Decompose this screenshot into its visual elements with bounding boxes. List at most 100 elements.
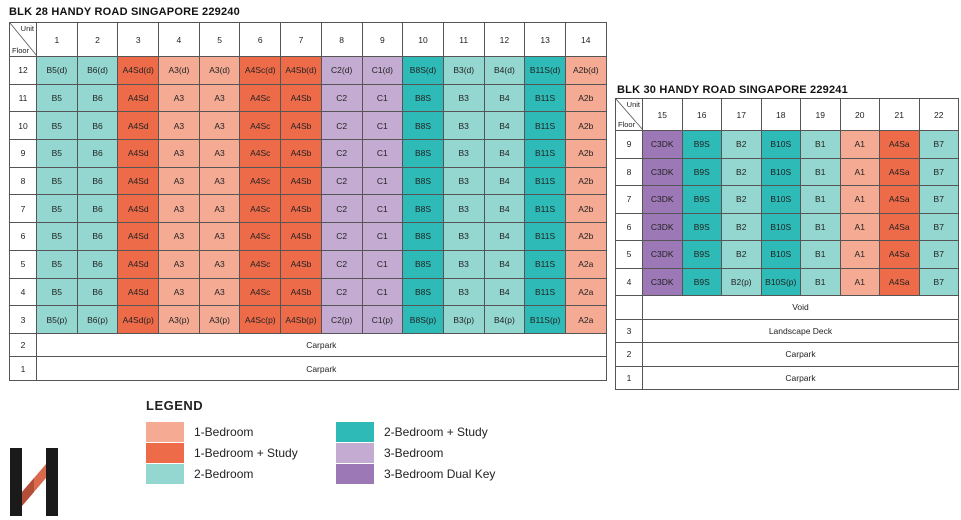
- floor-label: 10: [9, 111, 37, 141]
- unit-header: 6: [239, 22, 282, 57]
- legend-label: 1-Bedroom + Study: [194, 446, 298, 460]
- unit-cell: A4Sa: [879, 157, 920, 186]
- table-row: 5 C3DK B9S B2 B10S B1 A1 A4Sa B7: [615, 240, 959, 269]
- unit-cell: B6: [76, 249, 119, 279]
- unit-cell: A1: [839, 212, 880, 241]
- table-row: 7 B5 B6 A4Sd A3 A3 A4Sc A4Sb C2 C1 B8S B3 B4 B11S A2b: [9, 194, 607, 224]
- unit-cell: A4Sb: [280, 249, 322, 279]
- unit-cell: A3: [158, 139, 200, 168]
- unit-header: 4: [158, 22, 200, 57]
- unit-cell: B1: [800, 267, 841, 296]
- unit-cell: B7: [918, 212, 959, 241]
- legend-item: 2-Bedroom + Study: [336, 422, 488, 442]
- unit-cell: B7: [918, 130, 959, 159]
- unit-cell: B4: [483, 111, 526, 141]
- unit-cell: B8S(p): [402, 305, 444, 334]
- unit-cell: B3(p): [442, 305, 485, 334]
- unit-cell: B9S: [681, 240, 722, 269]
- floor-label: 8: [9, 166, 37, 196]
- unit-cell: C2: [320, 222, 363, 251]
- unit-cell: A4Sa: [879, 185, 920, 214]
- span-row: 1 Carpark: [615, 365, 959, 390]
- unit-cell: C3DK: [642, 130, 683, 159]
- unit-cell: A3(d): [158, 56, 200, 85]
- unit-cell: C3DK: [642, 212, 683, 241]
- unit-cell: C3DK: [642, 267, 683, 296]
- table-row: 3 B5(p) B6(p) A4Sd(p) A3(p) A3(p) A4Sc(p) A4Sb(…: [9, 305, 607, 334]
- unit-cell: A4Sb: [280, 194, 322, 224]
- unit-cell: A4Sd: [117, 194, 160, 224]
- unit-cell: B8S: [402, 277, 444, 307]
- floor-label: 7: [615, 185, 643, 214]
- unit-cell: B5(d): [36, 56, 78, 85]
- unit-cell: B3: [442, 249, 485, 279]
- unit-cell: A4Sc: [239, 83, 282, 113]
- unit-cell: B1: [800, 240, 841, 269]
- unit-cell: B11S: [524, 139, 566, 168]
- unit-cell: A4Sd: [117, 83, 160, 113]
- unit-cell: B11S: [524, 249, 566, 279]
- span-label: Carpark: [642, 365, 959, 390]
- unit-cell: A1: [839, 240, 880, 269]
- unit-cell: A4Sd(d): [117, 56, 160, 85]
- unit-cell: B3: [442, 166, 485, 196]
- table-row: 8 C3DK B9S B2 B10S B1 A1 A4Sa B7: [615, 157, 959, 186]
- unit-cell: B4: [483, 194, 526, 224]
- unit-cell: A3: [198, 249, 241, 279]
- unit-cell: B5: [36, 111, 78, 141]
- unit-cell: A3: [198, 139, 241, 168]
- unit-cell: B3: [442, 194, 485, 224]
- unit-cell: A3: [158, 249, 200, 279]
- unit-cell: C2(p): [320, 305, 363, 334]
- legend-item: 1-Bedroom + Study: [146, 443, 298, 463]
- unit-cell: A3(d): [198, 56, 241, 85]
- unit-cell: B10S(p): [760, 267, 801, 296]
- unit-cell: B9S: [681, 267, 722, 296]
- unit-cell: B11S: [524, 166, 566, 196]
- unit-cell: C2: [320, 277, 363, 307]
- unit-cell: A2b: [564, 139, 607, 168]
- legend-title: LEGEND: [146, 398, 204, 413]
- unit-header: 21: [879, 98, 920, 131]
- unit-cell: B6: [76, 277, 119, 307]
- unit-cell: A3: [158, 277, 200, 307]
- h-logo-icon: [10, 448, 58, 516]
- unit-cell: A2b: [564, 194, 607, 224]
- unit-cell: A3: [158, 222, 200, 251]
- floor-label: 2: [9, 332, 37, 358]
- unit-cell: C2: [320, 194, 363, 224]
- unit-cell: A4Sc: [239, 194, 282, 224]
- span-row: 1 Carpark: [9, 356, 607, 381]
- unit-cell: C2: [320, 83, 363, 113]
- floor-label: 1: [615, 365, 643, 390]
- floor-label: 4: [615, 267, 643, 296]
- unit-cell: A4Sa: [879, 130, 920, 159]
- unit-cell: B5: [36, 249, 78, 279]
- unit-cell: A4Sd: [117, 139, 160, 168]
- unit-cell: A2a: [564, 305, 607, 334]
- unit-cell: A2b: [564, 111, 607, 141]
- unit-cell: B11S: [524, 222, 566, 251]
- span-label: Carpark: [36, 332, 607, 358]
- unit-cell: B6: [76, 111, 119, 141]
- unit-cell: A4Sb(p): [280, 305, 322, 334]
- table-row: 8 B5 B6 A4Sd A3 A3 A4Sc A4Sb C2 C1 B8S B3 B4 B11S A2b: [9, 166, 607, 196]
- unit-cell: B4(d): [483, 56, 526, 85]
- table-row: 6 C3DK B9S B2 B10S B1 A1 A4Sa B7: [615, 212, 959, 241]
- unit-cell: A3: [198, 83, 241, 113]
- unit-cell: B7: [918, 267, 959, 296]
- unit-cell: A3: [198, 194, 241, 224]
- unit-cell: A3: [198, 222, 241, 251]
- unit-cell: B4: [483, 83, 526, 113]
- corner-floor-label: Floor: [618, 120, 636, 129]
- table-row: 9 B5 B6 A4Sd A3 A3 A4Sc A4Sb C2 C1 B8S B3 B4 B11S A2b: [9, 139, 607, 168]
- unit-cell: B1: [800, 130, 841, 159]
- unit-header: 19: [800, 98, 841, 131]
- legend-item: 3-Bedroom: [336, 443, 443, 463]
- unit-cell: B8S: [402, 194, 444, 224]
- unit-cell: A2b: [564, 222, 607, 251]
- unit-cell: B6: [76, 83, 119, 113]
- unit-cell: B8S: [402, 222, 444, 251]
- floor-label: 9: [9, 139, 37, 168]
- unit-cell: A4Sc: [239, 139, 282, 168]
